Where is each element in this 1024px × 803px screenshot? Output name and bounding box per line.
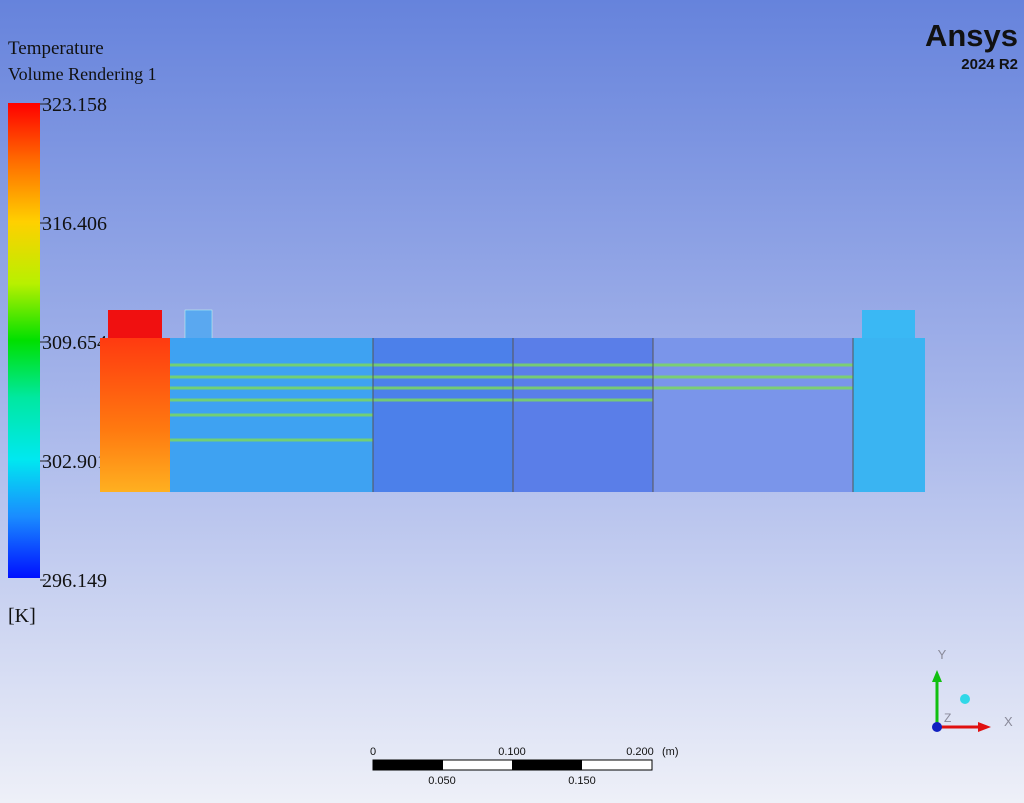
legend-label: 302.901 — [42, 451, 107, 473]
nozzle — [862, 310, 915, 340]
inlet-nozzle-hot — [108, 310, 162, 340]
shell-section — [653, 338, 853, 492]
logo-version: 2024 R2 — [961, 56, 1018, 73]
axis-label-x: X — [1004, 714, 1013, 729]
scale-label: 0.050 — [428, 775, 456, 787]
legend-title: Temperature — [8, 38, 104, 59]
scale-label: 0.150 — [568, 775, 596, 787]
legend-label: 323.158 — [42, 94, 107, 116]
axis-triad — [932, 670, 991, 732]
axis-label-z: Z — [944, 711, 951, 725]
legend-label: 316.406 — [42, 213, 107, 235]
nozzle — [184, 309, 213, 341]
scale-bar — [372, 759, 653, 771]
legend-subtitle: Volume Rendering 1 — [8, 64, 157, 84]
legend-unit: [K] — [8, 605, 36, 627]
baffles — [372, 338, 854, 492]
scale-label: 0.200 — [626, 746, 654, 758]
color-bar — [8, 103, 40, 578]
legend-label: 309.654 — [42, 332, 107, 354]
legend-label: 296.149 — [42, 570, 107, 592]
heat-exchanger — [100, 309, 925, 492]
shell-section — [373, 338, 513, 492]
tubes — [170, 363, 853, 442]
logo-brand: Ansys — [925, 18, 1018, 53]
cold-header — [853, 338, 925, 492]
hot-header — [100, 338, 170, 492]
legend-labels: 323.158 316.406 309.654 302.901 296.149 — [40, 94, 107, 592]
axis-label-y: Y — [938, 647, 947, 662]
scale-label: 0 — [370, 746, 376, 758]
scale-unit: (m) — [662, 746, 679, 758]
shell-section — [513, 338, 653, 492]
scale-label: 0.100 — [498, 746, 526, 758]
